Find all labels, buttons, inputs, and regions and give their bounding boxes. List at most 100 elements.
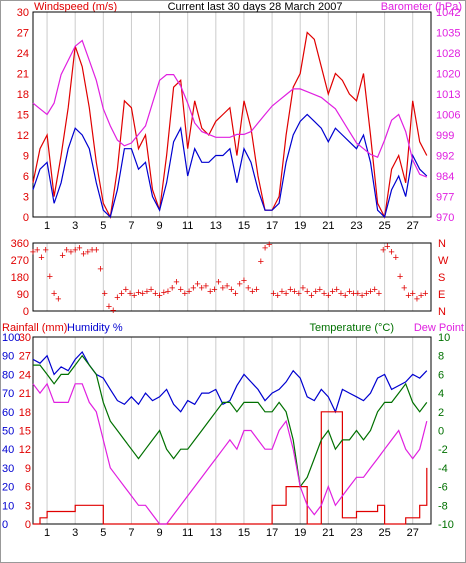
wind-direction-point: + (135, 287, 141, 299)
windspeed-tick-label: 15 (17, 110, 29, 122)
direction-tick-label: 90 (17, 289, 29, 301)
temperature-tick-label: -8 (438, 500, 448, 512)
humidity-axis-label: Humidity % (67, 322, 123, 334)
wind-direction-point: + (262, 243, 268, 255)
barometer-axis-label: Barometer (hPa) (381, 1, 462, 13)
humidity-tick-label: 60 (2, 407, 14, 419)
wind-direction-point: + (186, 286, 192, 298)
wind-direction-point: + (249, 286, 255, 298)
wind-direction-point: + (148, 284, 154, 296)
direction-tick-label: 180 (11, 272, 29, 284)
barometer-tick-label: 999 (436, 130, 454, 142)
wind-direction-point: + (241, 275, 247, 287)
wind-direction-point: + (355, 288, 361, 300)
wind-direction-point: + (169, 282, 175, 294)
wind-direction-point: + (393, 252, 399, 264)
wind-direction-point: + (312, 286, 318, 298)
x-tick-label: 17 (266, 527, 278, 539)
x-tick-label: 27 (407, 527, 419, 539)
temperature-tick-label: -4 (438, 463, 448, 475)
temperature-tick-label: -10 (438, 519, 454, 531)
wind-direction-point: + (76, 243, 82, 255)
wind-direction-point: + (401, 282, 407, 294)
x-tick-label: 7 (128, 220, 134, 232)
x-tick-label: 15 (238, 527, 250, 539)
barometer-line (32, 39, 428, 178)
wind-direction-point: + (232, 288, 238, 300)
wind-direction-point: + (258, 256, 264, 268)
wind-direction-point: + (422, 288, 428, 300)
humidity-tick-label: 30 (2, 463, 14, 475)
wind-direction-point: + (123, 284, 129, 296)
dew-point-line (32, 382, 428, 525)
wind-direction-point: + (245, 282, 251, 294)
wind-direction-point: + (68, 246, 74, 258)
temperature-tick-label: -6 (438, 482, 448, 494)
panel3-plot-area (32, 336, 432, 525)
barometer-tick-label: 1006 (436, 110, 460, 122)
temperature-tick-label: 10 (438, 332, 450, 344)
wind-direction-point: + (203, 280, 209, 292)
wind-direction-point: + (127, 288, 133, 300)
wind-direction-point: + (405, 290, 411, 302)
wind-direction-point: + (283, 288, 289, 300)
rainfall-tick-label: 24 (19, 369, 31, 381)
humidity-tick-label: 20 (2, 482, 14, 494)
wind-direction-point: + (173, 277, 179, 289)
wind-direction-point: + (342, 290, 348, 302)
wind-direction-point: + (300, 282, 306, 294)
wind-direction-point: + (156, 290, 162, 302)
wind-direction-point: + (363, 288, 369, 300)
temperature-line (33, 354, 428, 489)
windspeed-tick-label: 6 (23, 171, 29, 183)
temperature-tick-label: -2 (438, 444, 448, 456)
wind-direction-point: + (47, 271, 53, 283)
compass-tick-label: E (438, 289, 445, 301)
rainfall-axis-label: Rainfall (mm) (2, 322, 67, 334)
barometer-tick-label: 977 (436, 192, 454, 204)
wind-direction-point: + (131, 290, 137, 302)
wind-direction-point: + (59, 250, 65, 262)
rainfall-tick-label: 3 (25, 500, 31, 512)
wind-direction-point: + (80, 248, 86, 260)
wind-direction-point: + (338, 288, 344, 300)
wind-direction-point: + (291, 286, 297, 298)
temperature-tick-label: 4 (438, 388, 444, 400)
windspeed-tick-label: 30 (17, 7, 29, 19)
wind-direction-point: + (34, 245, 40, 257)
humidity-tick-label: 90 (2, 351, 14, 363)
rainfall-tick-label: 30 (19, 332, 31, 344)
windspeed-gust-line (32, 31, 428, 219)
wind-direction-point: + (190, 282, 196, 294)
wind-direction-point: + (253, 284, 259, 296)
wind-direction-point: + (85, 246, 91, 258)
wind-direction-point: + (359, 290, 365, 302)
direction-tick-label: 0 (23, 306, 29, 318)
wind-direction-point: + (228, 284, 234, 296)
barometer-tick-label: 1013 (436, 89, 460, 101)
wind-direction-point: + (329, 286, 335, 298)
barometer-tick-label: 1020 (436, 69, 460, 81)
temperature-tick-label: 8 (438, 351, 444, 363)
compass-tick-label: N (438, 306, 446, 318)
wind-direction-point: + (308, 290, 314, 302)
compass-tick-label: S (438, 272, 445, 284)
humidity-tick-label: 40 (2, 444, 14, 456)
windspeed-tick-label: 24 (17, 48, 29, 60)
wind-direction-point: + (102, 288, 108, 300)
barometer-tick-label: 1028 (436, 48, 460, 60)
windspeed-average-line (32, 113, 428, 219)
rainfall-tick-label: 27 (19, 351, 31, 363)
wind-direction-point: + (224, 280, 230, 292)
compass-tick-label: W (438, 255, 449, 267)
wind-direction-point: + (110, 305, 116, 317)
wind-direction-point: + (118, 288, 124, 300)
direction-tick-label: 360 (11, 238, 29, 250)
wind-direction-point: + (215, 277, 221, 289)
wind-direction-point: + (304, 286, 310, 298)
wind-direction-point: + (372, 284, 378, 296)
panel2-plot-area (32, 242, 432, 312)
wind-direction-point: + (38, 252, 44, 264)
x-tick-label: 27 (407, 220, 419, 232)
wind-direction-point: + (388, 246, 394, 258)
